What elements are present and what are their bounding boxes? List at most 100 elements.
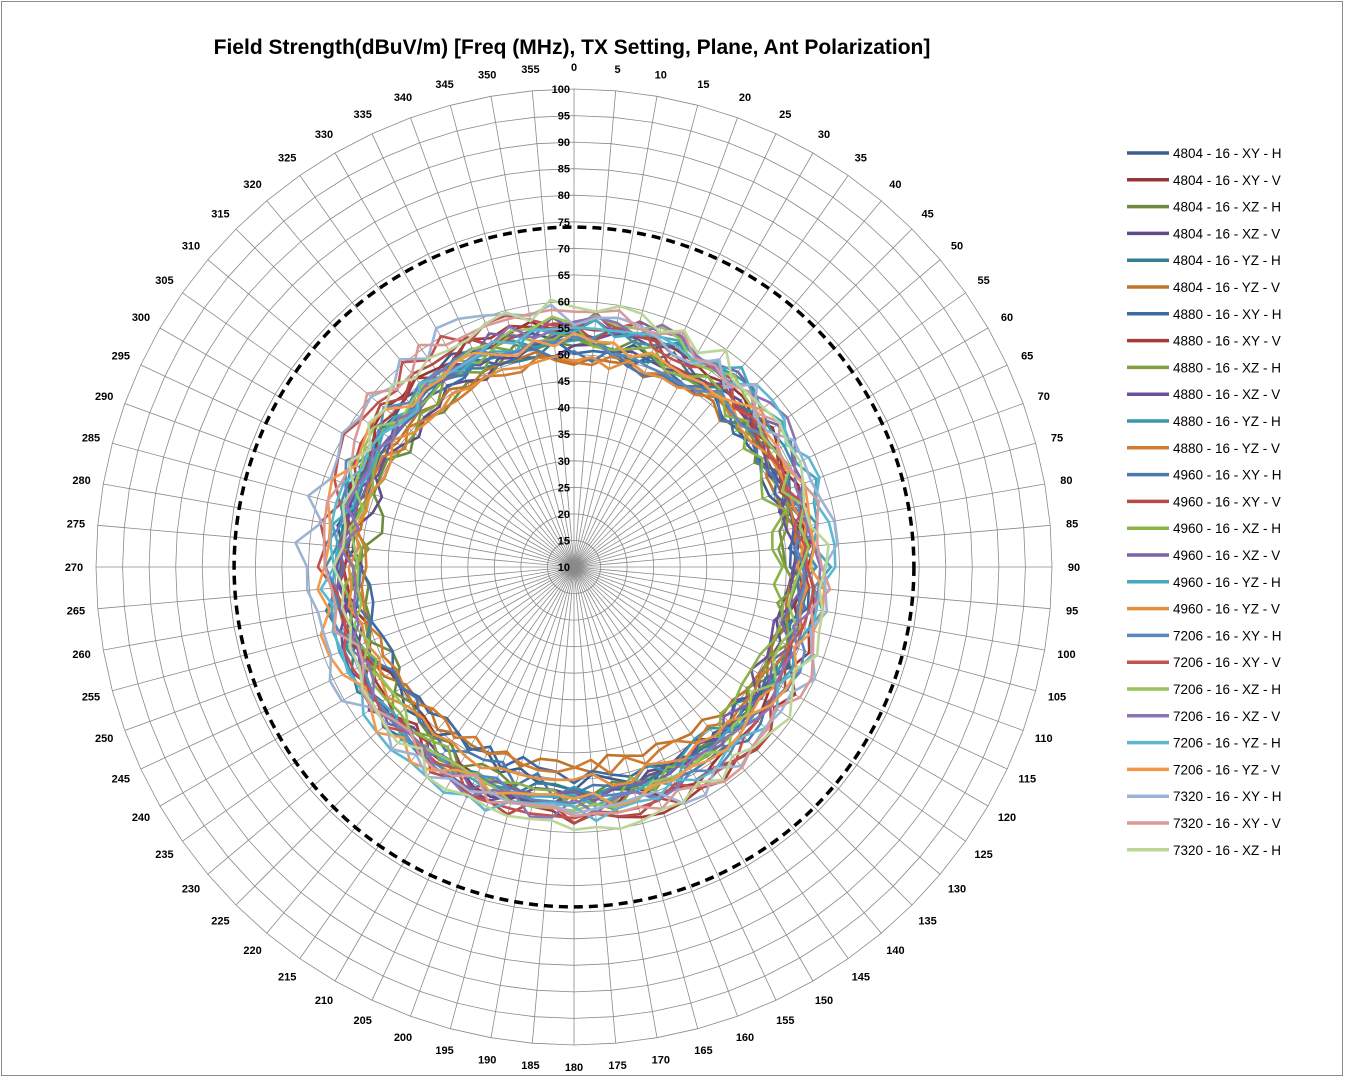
- angle-label: 235: [155, 849, 173, 861]
- series-line: [294, 303, 839, 815]
- angle-label: 60: [1001, 312, 1013, 324]
- legend-label: 4804 - 16 - XZ - H: [1173, 200, 1281, 215]
- legend-item: 4960 - 16 - YZ - H: [1127, 575, 1281, 590]
- legend-item: 4804 - 16 - XY - V: [1127, 173, 1281, 188]
- legend-item: 4880 - 16 - YZ - V: [1127, 441, 1280, 456]
- grid-ring: [175, 168, 973, 966]
- legend-item: 4880 - 16 - XY - H: [1127, 307, 1282, 322]
- angle-label: 90: [1068, 562, 1080, 574]
- legend-label: 4960 - 16 - YZ - V: [1173, 602, 1280, 617]
- legend: 4804 - 16 - XY - H 4804 - 16 - XY - V 4804…: [1127, 146, 1282, 858]
- legend-label: 4880 - 16 - XZ - V: [1173, 387, 1280, 402]
- grid-ring: [228, 221, 920, 913]
- angle-label: 0: [571, 62, 577, 74]
- angle-label: 170: [652, 1054, 670, 1066]
- legend-label: 4880 - 16 - XY - V: [1173, 334, 1281, 349]
- radial-tick-label: 95: [558, 111, 570, 123]
- legend-label: 7320 - 16 - XZ - H: [1173, 843, 1281, 858]
- legend-label: 4960 - 16 - XZ - H: [1173, 521, 1281, 536]
- radial-tick-label: 70: [558, 243, 570, 255]
- radial-tick-label: 55: [558, 323, 570, 335]
- angle-label: 20: [739, 92, 751, 104]
- angle-label: 40: [889, 179, 901, 191]
- legend-label: 7206 - 16 - XY - V: [1173, 655, 1281, 670]
- radial-tick-label: 100: [552, 84, 570, 96]
- angle-label: 75: [1051, 433, 1063, 445]
- radial-tick-label: 40: [558, 403, 570, 415]
- radial-tick-label: 45: [558, 376, 570, 388]
- angle-label: 335: [354, 109, 372, 121]
- legend-item: 7320 - 16 - XZ - H: [1127, 843, 1281, 858]
- legend-label: 7320 - 16 - XY - H: [1173, 789, 1282, 804]
- limit-layer: [232, 225, 916, 909]
- angle-label: 35: [855, 152, 867, 164]
- angle-label: 70: [1038, 391, 1050, 403]
- angle-label: 165: [694, 1045, 712, 1057]
- legend-item: 4960 - 16 - XZ - V: [1127, 548, 1280, 563]
- grid-ring: [201, 194, 947, 940]
- angle-label: 135: [918, 916, 936, 928]
- angle-label: 10: [655, 70, 667, 82]
- legend-label: 4804 - 16 - YZ - V: [1173, 280, 1280, 295]
- angle-labels: 0 5 10152025303540455055606570758085909510…: [65, 62, 1080, 1074]
- angle-label: 355: [521, 64, 539, 76]
- angle-label: 300: [132, 312, 150, 324]
- angle-label: 345: [435, 79, 453, 91]
- series-line: [324, 326, 819, 798]
- legend-label: 4880 - 16 - XZ - H: [1173, 360, 1281, 375]
- angle-label: 295: [112, 351, 130, 363]
- legend-label: 4804 - 16 - XY - H: [1173, 146, 1282, 161]
- angle-label: 125: [974, 849, 992, 861]
- radial-labels: 10 15 20 25 30 35 40 45 50 55 60 65 70 75 80 85 90 95 100: [552, 84, 570, 574]
- radial-tick-label: 65: [558, 270, 570, 282]
- legend-label: 7206 - 16 - XZ - H: [1173, 682, 1281, 697]
- legend-item: 4880 - 16 - XY - V: [1127, 334, 1281, 349]
- radial-tick-label: 85: [558, 164, 570, 176]
- legend-label: 4880 - 16 - YZ - H: [1173, 414, 1281, 429]
- angle-label: 350: [478, 70, 496, 82]
- angle-label: 145: [852, 972, 870, 984]
- angle-label: 105: [1048, 691, 1066, 703]
- series-line: [322, 308, 832, 818]
- angle-label: 270: [65, 562, 83, 574]
- angle-label: 50: [951, 241, 963, 253]
- angle-label: 265: [67, 606, 85, 618]
- angle-label: 100: [1057, 649, 1075, 661]
- angle-label: 215: [278, 972, 296, 984]
- angle-label: 315: [211, 208, 229, 220]
- legend-label: 7320 - 16 - XY - V: [1173, 816, 1281, 831]
- radial-tick-label: 10: [558, 562, 570, 574]
- legend-item: 4960 - 16 - XY - V: [1127, 494, 1281, 509]
- radial-tick-label: 30: [558, 456, 570, 468]
- angle-label: 80: [1060, 475, 1072, 487]
- legend-item: 4804 - 16 - YZ - H: [1127, 253, 1281, 268]
- limit-line: [232, 225, 916, 909]
- grid-ring: [440, 433, 708, 701]
- angle-label: 190: [478, 1054, 496, 1066]
- legend-label: 4804 - 16 - XY - V: [1173, 173, 1281, 188]
- grid-ring: [122, 115, 1026, 1019]
- angle-label: 205: [354, 1015, 372, 1027]
- angle-label: 5: [615, 64, 621, 76]
- radial-tick-label: 20: [558, 509, 570, 521]
- legend-item: 4880 - 16 - XZ - H: [1127, 360, 1281, 375]
- angle-label: 305: [155, 275, 173, 287]
- grid-ring: [546, 539, 602, 595]
- angle-label: 175: [608, 1060, 626, 1072]
- angle-label: 115: [1018, 773, 1036, 785]
- angle-label: 280: [72, 475, 90, 487]
- angle-label: 180: [565, 1062, 583, 1074]
- legend-item: 7206 - 16 - XY - V: [1127, 655, 1281, 670]
- angle-label: 245: [112, 773, 130, 785]
- angle-label: 250: [95, 733, 113, 745]
- legend-label: 4960 - 16 - XY - V: [1173, 494, 1281, 509]
- grid-ring: [493, 486, 655, 648]
- angle-label: 85: [1066, 518, 1078, 530]
- legend-item: 4804 - 16 - XZ - V: [1127, 226, 1280, 241]
- grid-ring: [95, 88, 1053, 1046]
- series-line: [316, 313, 816, 820]
- series-line: [336, 322, 811, 825]
- series-line: [330, 318, 833, 808]
